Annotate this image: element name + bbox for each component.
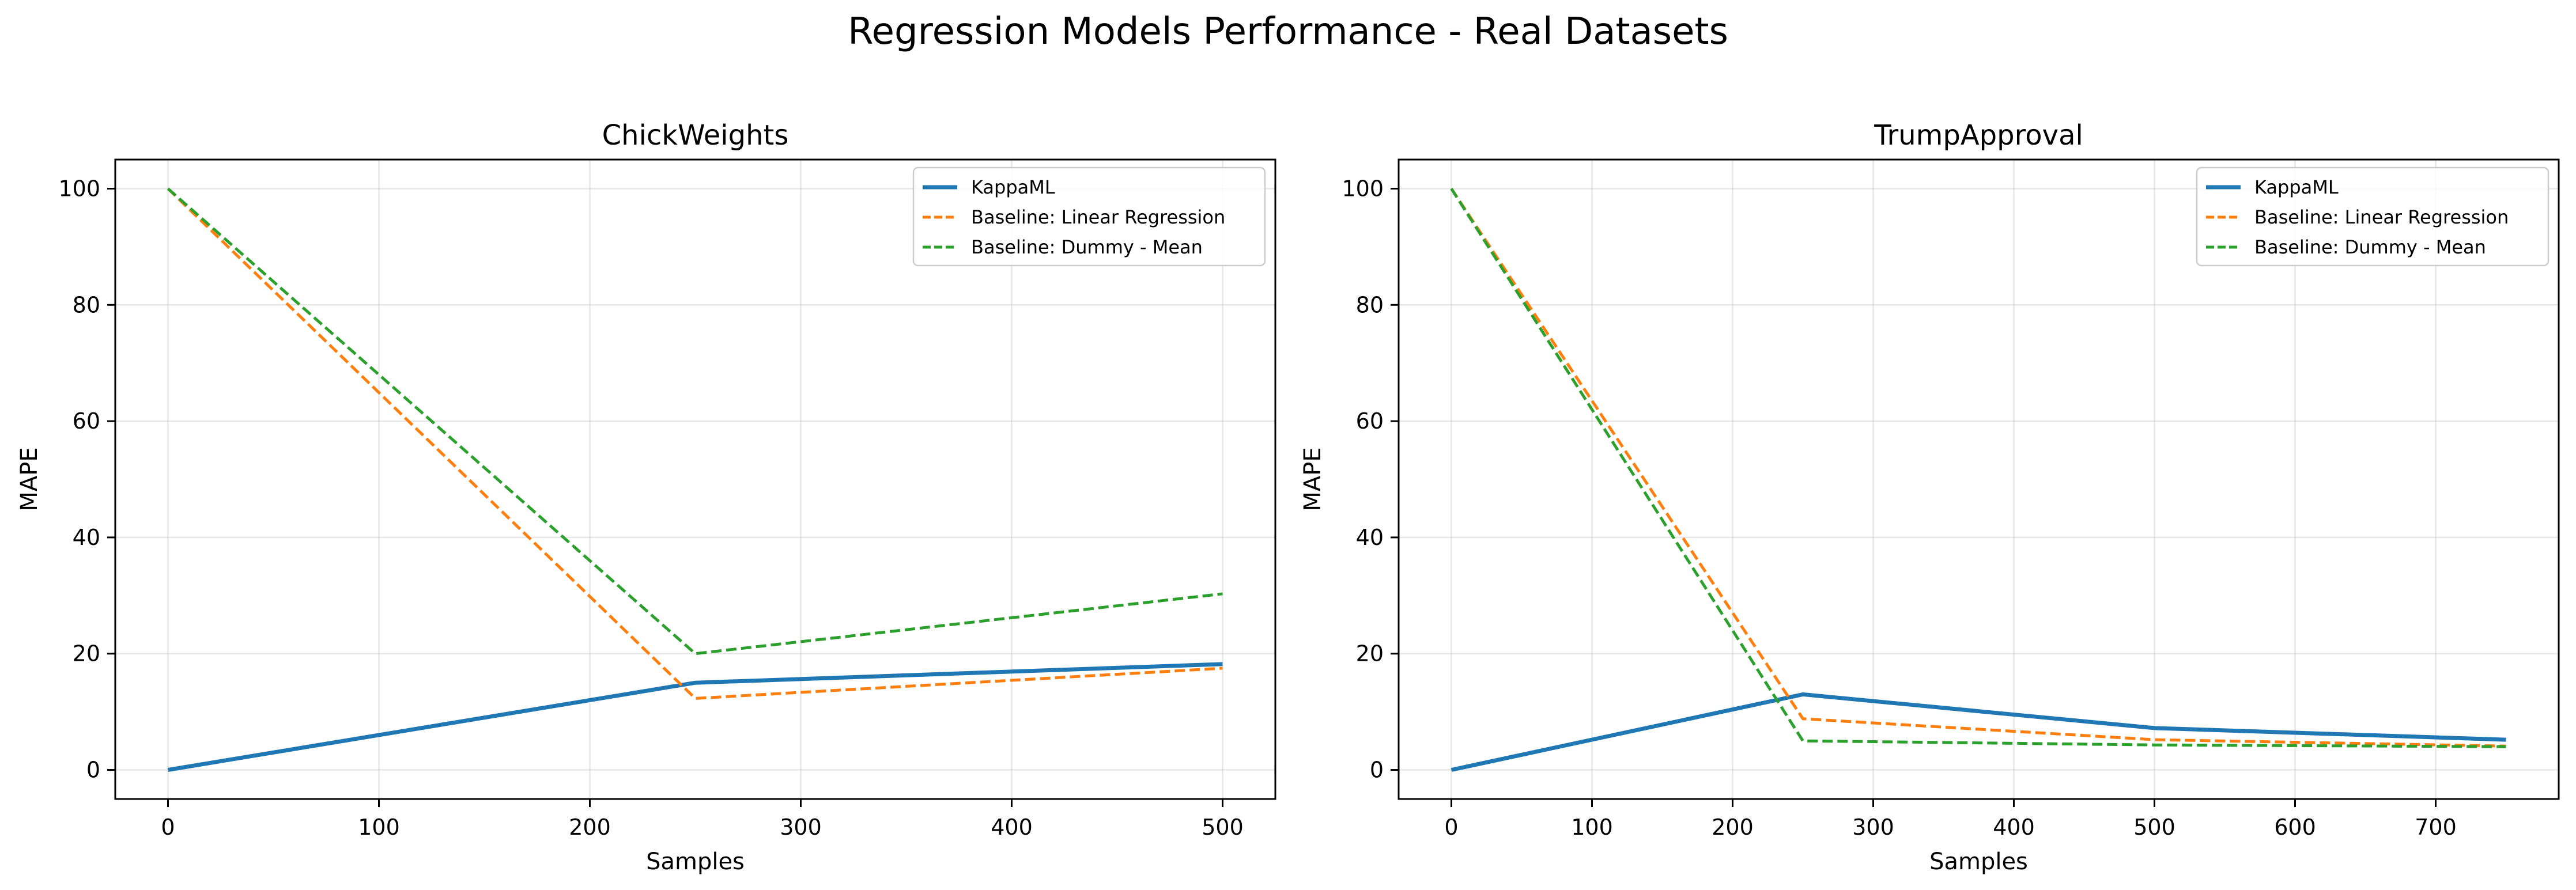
subplot-2: 0 100 200 300 400 500 600 700 0 20 40 60 80 100 TrumpA… [1300, 119, 2560, 875]
legend-label: Baseline: Dummy - Mean [971, 236, 1203, 258]
y-tick-label: 80 [1356, 292, 1384, 317]
x-tick-label: 400 [1993, 815, 2035, 840]
x-tick-label: 0 [161, 815, 175, 840]
legend: KappaML Baseline: Linear Regression Baseli… [2196, 166, 2549, 267]
y-tick-label: 100 [1342, 176, 1384, 201]
y-axis-label: MAPE [1300, 447, 1326, 511]
x-tick-label: 300 [1852, 815, 1894, 840]
x-axis-label: Samples [646, 849, 745, 875]
series-line-kappaml [1451, 692, 2506, 772]
legend-box [2196, 166, 2549, 267]
plot-frame [114, 158, 1276, 800]
y-tick-label: 40 [1356, 525, 1384, 550]
series-line-baseline-linear-regression [1450, 188, 2506, 748]
x-tick-label: 400 [991, 815, 1033, 840]
x-tick-label: 700 [2415, 815, 2457, 840]
y-tick-label: 20 [73, 641, 100, 666]
series-line-kappaml [167, 662, 1223, 772]
legend: KappaML Baseline: Linear Regression Baseli… [912, 166, 1266, 267]
y-axis-label: MAPE [16, 447, 43, 511]
x-tick-label: 0 [1444, 815, 1458, 840]
x-tick-label: 500 [2133, 815, 2175, 840]
plot-frame [1397, 158, 2560, 800]
y-tick-label: 100 [58, 176, 100, 201]
y-tick-label: 40 [73, 525, 100, 550]
series-line-baseline-dummy-mean [167, 187, 1223, 656]
y-tick-label: 20 [1356, 641, 1384, 666]
legend-label: KappaML [971, 176, 1055, 198]
y-tick-label: 80 [73, 292, 100, 317]
y-tick-label: 60 [73, 408, 100, 434]
legend-label: Baseline: Dummy - Mean [2254, 236, 2486, 258]
series-line-baseline-linear-regression [167, 187, 1223, 700]
x-tick-label: 100 [1571, 815, 1613, 840]
x-tick-label: 300 [780, 815, 822, 840]
x-tick-label: 600 [2274, 815, 2316, 840]
series-line-baseline-dummy-mean [1450, 188, 2506, 748]
y-tick-label: 0 [1370, 758, 1384, 783]
legend-box [912, 166, 1266, 267]
y-tick-label: 0 [86, 758, 100, 783]
legend-label: Baseline: Linear Regression [971, 206, 1225, 228]
x-axis-label: Samples [1929, 849, 2028, 875]
x-tick-label: 100 [358, 815, 400, 840]
subplot-title: ChickWeights [602, 119, 789, 152]
figure-suptitle: Regression Models Performance - Real Dat… [848, 10, 1728, 53]
x-tick-label: 200 [569, 815, 611, 840]
x-tick-label: 500 [1202, 815, 1244, 840]
subplot-title: TrumpApproval [1874, 119, 2083, 152]
x-tick-label: 200 [1712, 815, 1754, 840]
legend-label: Baseline: Linear Regression [2254, 206, 2509, 228]
legend-label: KappaML [2254, 176, 2339, 198]
subplot-1: 0 100 200 300 400 500 0 20 40 60 80 100 ChickWeights… [16, 119, 1276, 875]
y-tick-label: 60 [1356, 408, 1384, 434]
